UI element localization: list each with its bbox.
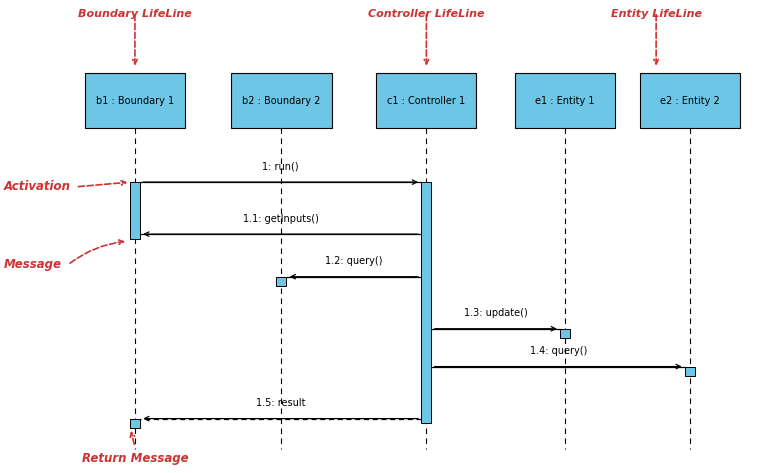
Text: 1.2: query(): 1.2: query() xyxy=(325,256,382,266)
Text: Entity LifeLine: Entity LifeLine xyxy=(611,9,702,19)
Text: c1 : Controller 1: c1 : Controller 1 xyxy=(387,96,466,105)
Bar xyxy=(560,329,571,338)
Text: b2 : Boundary 2: b2 : Boundary 2 xyxy=(242,96,321,105)
Text: e1 : Entity 1: e1 : Entity 1 xyxy=(535,96,595,105)
Bar xyxy=(640,73,740,128)
Text: 1: run(): 1: run() xyxy=(262,162,299,172)
Text: Activation: Activation xyxy=(4,180,71,193)
Bar xyxy=(422,182,432,423)
Bar xyxy=(685,367,695,376)
Bar xyxy=(376,73,476,128)
Bar xyxy=(231,73,332,128)
Bar xyxy=(130,419,140,428)
Text: Return Message: Return Message xyxy=(82,452,188,465)
Bar xyxy=(515,73,615,128)
Text: 1.5: result: 1.5: result xyxy=(256,398,305,408)
Bar xyxy=(276,277,287,286)
Text: Controller LifeLine: Controller LifeLine xyxy=(368,9,485,19)
Text: 1.4: query(): 1.4: query() xyxy=(530,346,587,356)
Bar xyxy=(130,182,140,239)
Text: Boundary LifeLine: Boundary LifeLine xyxy=(78,9,192,19)
Text: b1 : Boundary 1: b1 : Boundary 1 xyxy=(96,96,174,105)
Bar xyxy=(85,73,185,128)
Text: Message: Message xyxy=(4,258,62,272)
Text: 1.3: update(): 1.3: update() xyxy=(464,308,527,318)
Text: e2 : Entity 2: e2 : Entity 2 xyxy=(660,96,720,105)
Text: 1.1: getInputs(): 1.1: getInputs() xyxy=(243,214,318,224)
